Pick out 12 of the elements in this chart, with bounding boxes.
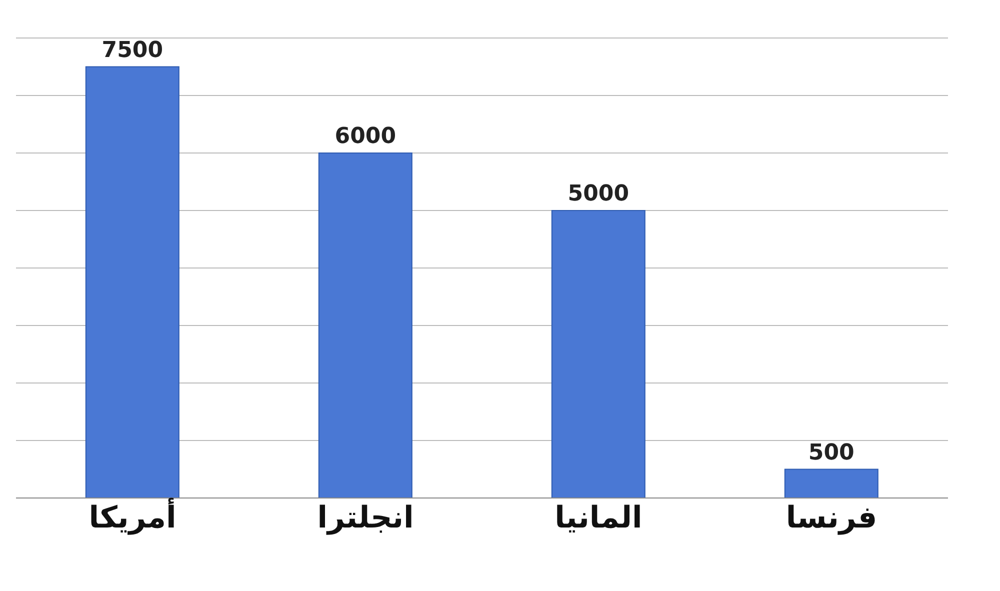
x-tick-label: أمريكا <box>88 497 176 536</box>
data-label: 6000 <box>334 124 396 149</box>
bar <box>85 66 180 498</box>
data-label: 500 <box>808 440 854 466</box>
x-tick-label: فرنسا <box>786 500 878 536</box>
bar <box>551 210 646 498</box>
bar <box>318 152 412 498</box>
x-tick-label: المانيا <box>554 500 642 536</box>
x-tick-label: انجلترا <box>317 500 414 536</box>
data-label: 5000 <box>568 182 630 206</box>
data-label: 7500 <box>102 38 164 63</box>
bar <box>784 468 878 498</box>
